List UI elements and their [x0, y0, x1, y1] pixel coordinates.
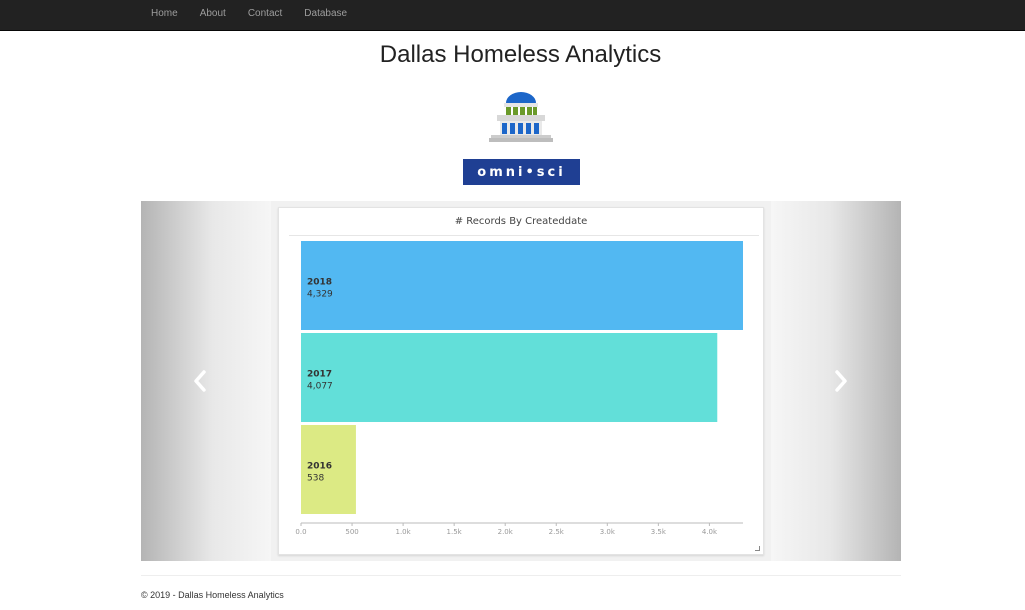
x-tick-label: 2.5k	[549, 528, 565, 536]
chart-title: # Records By Createddate	[454, 216, 588, 227]
chevron-left-icon	[192, 369, 208, 398]
x-tick-label: 4.0k	[702, 528, 718, 536]
bar-2017[interactable]	[301, 333, 718, 422]
bar-value-label: 538	[307, 474, 324, 484]
top-navbar: Home About Contact Database	[0, 0, 1025, 31]
nav-links: Home About Contact Database	[140, 0, 358, 30]
carousel-slide: # Records By Createddate 2018 4,329 2017 4,…	[271, 201, 771, 561]
bar-category-label: 2016	[307, 462, 332, 472]
city-hall-building-logo	[489, 91, 553, 143]
chevron-right-icon	[833, 369, 849, 398]
x-tick-label: 500	[345, 528, 358, 536]
nav-link-contact[interactable]: Contact	[247, 8, 283, 19]
x-tick-label: 1.0k	[396, 528, 412, 536]
records-by-createddate-chart: 2018 4,329 2017 4,077 2016 538 0.0 500 1.0k 1.5k 2…	[295, 241, 743, 536]
footer-copyright: © 2019 - Dallas Homeless Analytics	[141, 590, 284, 600]
nav-link-home[interactable]: Home	[151, 8, 178, 19]
bar-value-label: 4,077	[307, 382, 333, 392]
x-tick-label: 2.0k	[498, 528, 514, 536]
bar-category-label: 2017	[307, 370, 332, 380]
x-tick-label: 1.5k	[447, 528, 463, 536]
page-title: Dallas Homeless Analytics	[379, 41, 662, 68]
nav-link-database[interactable]: Database	[304, 8, 348, 19]
bar-value-label: 4,329	[307, 290, 333, 300]
x-tick-label: 3.0k	[600, 528, 616, 536]
resize-handle[interactable]	[755, 546, 760, 551]
bar-2016[interactable]	[301, 425, 356, 514]
bar-2018[interactable]	[301, 241, 743, 330]
bar-category-label: 2018	[307, 278, 332, 288]
chart-divider	[289, 235, 759, 236]
nav-link-about[interactable]: About	[199, 8, 226, 19]
x-tick-label: 3.5k	[651, 528, 667, 536]
footer-divider	[141, 575, 901, 576]
x-tick-label: 0.0	[295, 528, 306, 536]
omnisci-logo: omni•sci	[463, 159, 580, 185]
chart-card: # Records By Createddate 2018 4,329 2017 4,…	[278, 207, 764, 555]
carousel-next-button[interactable]	[771, 201, 901, 561]
carousel-prev-button[interactable]	[141, 201, 271, 561]
chart-carousel: # Records By Createddate 2018 4,329 2017 4,…	[141, 201, 901, 561]
